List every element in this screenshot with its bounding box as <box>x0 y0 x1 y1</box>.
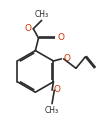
Text: O: O <box>63 54 70 63</box>
Text: CH₃: CH₃ <box>45 106 59 115</box>
Text: O: O <box>58 33 65 42</box>
Text: O: O <box>54 85 61 94</box>
Text: CH₃: CH₃ <box>35 10 49 19</box>
Text: O: O <box>24 24 31 33</box>
